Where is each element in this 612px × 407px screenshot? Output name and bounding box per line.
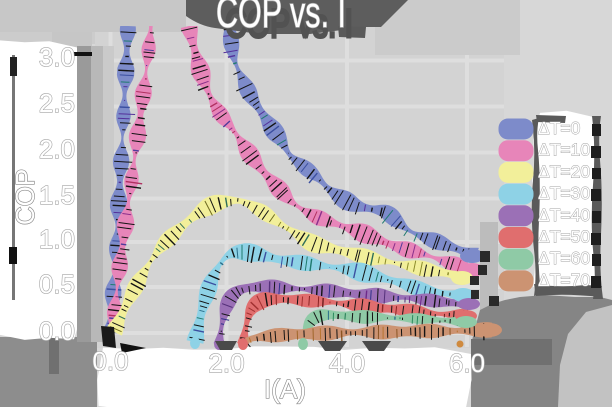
svg-text:ΔT=40: ΔT=40 (538, 205, 590, 225)
svg-text:1.5: 1.5 (39, 180, 75, 210)
svg-text:ΔT=60: ΔT=60 (538, 248, 590, 268)
svg-text:2.0: 2.0 (39, 134, 75, 164)
svg-text:COP vs. I: COP vs. I (225, 2, 353, 46)
svg-text:ΔT=0: ΔT=0 (538, 118, 581, 138)
svg-text:0.0: 0.0 (39, 316, 75, 346)
svg-text:ΔT=50: ΔT=50 (538, 227, 590, 247)
svg-text:ΔT=20: ΔT=20 (538, 161, 590, 181)
svg-text:2.0: 2.0 (208, 348, 244, 378)
svg-text:6.0: 6.0 (449, 348, 485, 378)
svg-text:I(A): I(A) (264, 374, 306, 404)
svg-text:ΔT=10: ΔT=10 (538, 140, 590, 160)
svg-text:COP vs. I: COP vs. I (216, 0, 346, 37)
svg-text:2.5: 2.5 (39, 88, 75, 118)
svg-text:4.0: 4.0 (329, 348, 365, 378)
svg-text:1.0: 1.0 (39, 224, 75, 254)
svg-text:0.5: 0.5 (39, 269, 75, 299)
svg-text:ΔT=70: ΔT=70 (538, 270, 590, 290)
svg-text:0.0: 0.0 (92, 346, 128, 376)
svg-text:COP: COP (10, 169, 40, 225)
svg-text:3.0: 3.0 (39, 42, 75, 72)
svg-text:ΔT=30: ΔT=30 (538, 183, 590, 203)
